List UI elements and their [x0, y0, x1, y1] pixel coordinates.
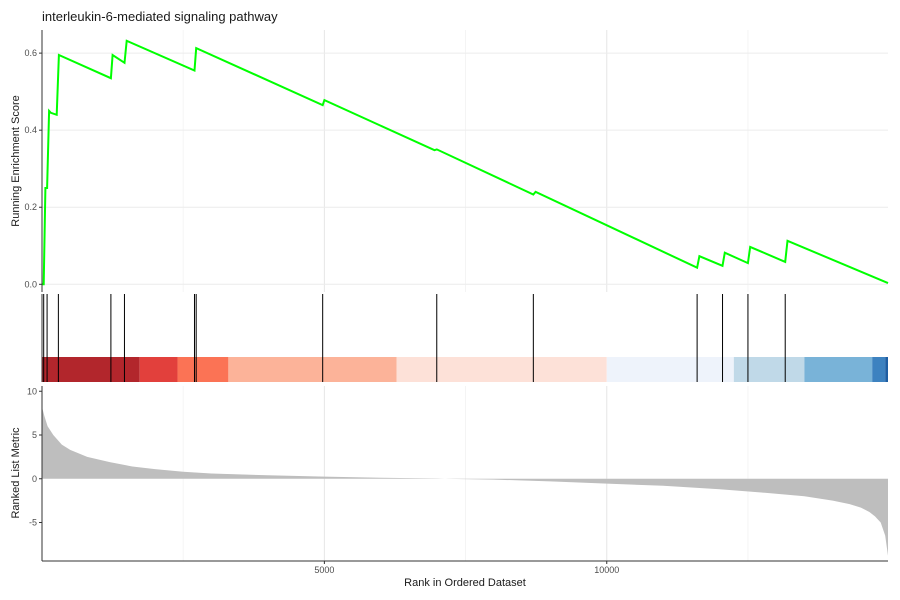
rank-color-band	[177, 357, 229, 382]
enrichment-panel: 0.0 0.2 0.4 0.6 Running Enrichment Score	[10, 30, 889, 292]
ranked-list-metric-area	[42, 407, 888, 556]
rank-color-band	[872, 357, 886, 382]
es-y-ticks: 0.0 0.2 0.4 0.6	[24, 48, 888, 289]
rank-color-band	[885, 357, 888, 382]
gene-hit-lines	[43, 294, 786, 382]
rank-color-band	[42, 357, 140, 382]
rank-color-band	[228, 357, 397, 382]
chart-title: interleukin-6-mediated signaling pathway	[42, 9, 278, 24]
ranked-tick-label: 0	[32, 474, 37, 484]
rank-color-band	[733, 357, 805, 382]
rank-color-band	[396, 357, 607, 382]
ranked-tick-label: 5	[32, 430, 37, 440]
rank-color-band	[606, 357, 734, 382]
x-tick-label: 5000	[314, 565, 334, 575]
x-tick-label: 10000	[594, 565, 619, 575]
es-tick-label: 0.0	[24, 279, 37, 289]
ranked-tick-label: -5	[29, 518, 37, 528]
rank-color-band	[139, 357, 178, 382]
es-tick-label: 0.6	[24, 48, 37, 58]
es-tick-label: 0.2	[24, 202, 37, 212]
rank-color-bar	[42, 357, 888, 382]
ranked-metric-panel: 10 5 0 -5 5000 10000 Ranked List Metric Rank…	[10, 386, 888, 589]
ranked-tick-label: 10	[27, 386, 37, 396]
es-tick-label: 0.4	[24, 125, 37, 135]
ranked-y-axis-label: Ranked List Metric	[10, 427, 22, 519]
es-y-axis-label: Running Enrichment Score	[10, 95, 22, 226]
x-ticks: 5000 10000	[314, 561, 619, 575]
running-enrichment-score-line	[42, 39, 889, 286]
ranked-y-ticks: 10 5 0 -5	[27, 386, 42, 528]
x-axis-label: Rank in Ordered Dataset	[404, 577, 526, 589]
rank-color-band	[804, 357, 873, 382]
hits-panel	[41, 294, 888, 382]
